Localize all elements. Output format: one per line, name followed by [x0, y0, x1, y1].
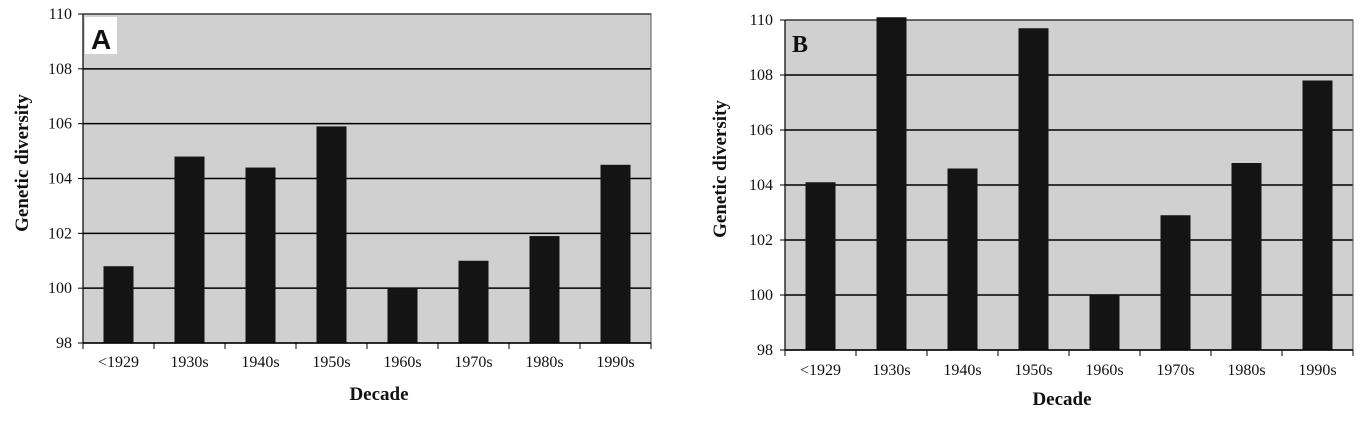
- panel-a-x-tick-label: 1940s: [241, 354, 279, 371]
- panel-a-y-tick-label: 108: [48, 61, 72, 78]
- panel-a-x-tick-label: 1960s: [383, 354, 421, 371]
- panel-a-y-tick-label: 102: [48, 225, 72, 242]
- panel-a-bar: [387, 288, 418, 343]
- panel-a-bar: [458, 260, 489, 343]
- panel-a-bar: [245, 167, 276, 343]
- panel-a-x-tick-label: 1950s: [312, 354, 350, 371]
- panel-a-y-tick-label: 100: [48, 280, 72, 297]
- panel-a-bar: [316, 126, 347, 344]
- panel-a-bar: [529, 236, 560, 343]
- panel-a-y-tick-label: 106: [48, 116, 72, 133]
- panel-b-y-tick-label: 100: [749, 287, 773, 304]
- panel-b-y-tick-label: 108: [749, 67, 773, 84]
- panel-a-x-tick-label: 1970s: [454, 354, 492, 371]
- panel-a-x-tick-label: 1930s: [170, 354, 208, 371]
- panel-b-bar: [947, 168, 978, 350]
- panel-b-bar: [876, 17, 907, 350]
- panel-a-bar: [103, 266, 134, 343]
- panel-a-y-tick-label: 98: [56, 335, 72, 352]
- panel-b-x-tick-label: <1929: [800, 362, 841, 379]
- panel-b-x-tick-label: 1980s: [1227, 362, 1265, 379]
- panel-b-bar: [1302, 80, 1333, 350]
- panel-a-bar: [600, 164, 631, 343]
- panel-b-bar: [805, 182, 836, 350]
- panel-b-y-tick-label: 104: [749, 177, 773, 194]
- panel-b-y-tick-label: 98: [757, 342, 773, 359]
- panel-a-x-axis-title: Decade: [349, 384, 408, 405]
- panel-b-y-tick-label: 110: [750, 12, 773, 29]
- panel-b-bar: [1160, 215, 1191, 350]
- panel-b-y-tick-label: 106: [749, 122, 773, 139]
- panel-b-y-axis-title: Genetic diversity: [710, 100, 731, 238]
- panel-a-x-tick-label: 1980s: [525, 354, 563, 371]
- panel-b-bar: [1089, 295, 1120, 350]
- panel-b-x-tick-label: 1940s: [943, 362, 981, 379]
- panel-b-x-tick-label: 1960s: [1085, 362, 1123, 379]
- panel-b-x-tick-label: 1930s: [872, 362, 910, 379]
- panel-a-y-tick-label: 104: [48, 171, 72, 188]
- panel-a-x-tick-label: <1929: [98, 354, 139, 371]
- panel-b-x-tick-label: 1990s: [1298, 362, 1336, 379]
- panel-a-bar: [174, 156, 205, 343]
- panel-b-bar: [1018, 28, 1049, 350]
- panel-a-x-tick-label: 1990s: [596, 354, 634, 371]
- panel-a-label-bg: [85, 17, 117, 54]
- panel-b-chart: 98 100 102 104 106 108 110 <1929 1930s 1940s 1950s…: [710, 12, 1354, 410]
- panel-b-x-tick-label: 1950s: [1014, 362, 1052, 379]
- panel-b-x-tick-label: 1970s: [1156, 362, 1194, 379]
- panel-a-y-axis-title: Genetic diversity: [12, 94, 33, 232]
- panel-b-y-tick-label: 102: [749, 232, 773, 249]
- panel-b-bar: [1231, 163, 1262, 350]
- panel-b-x-axis-title: Decade: [1032, 389, 1091, 410]
- panel-b-label: B: [792, 32, 808, 58]
- panel-a-y-tick-label: 110: [49, 6, 72, 23]
- panel-a-chart: 98 100 102 104 106 108 110 <1929 1930s 1940s 1950s…: [12, 6, 652, 405]
- panel-a-label: A: [91, 24, 111, 55]
